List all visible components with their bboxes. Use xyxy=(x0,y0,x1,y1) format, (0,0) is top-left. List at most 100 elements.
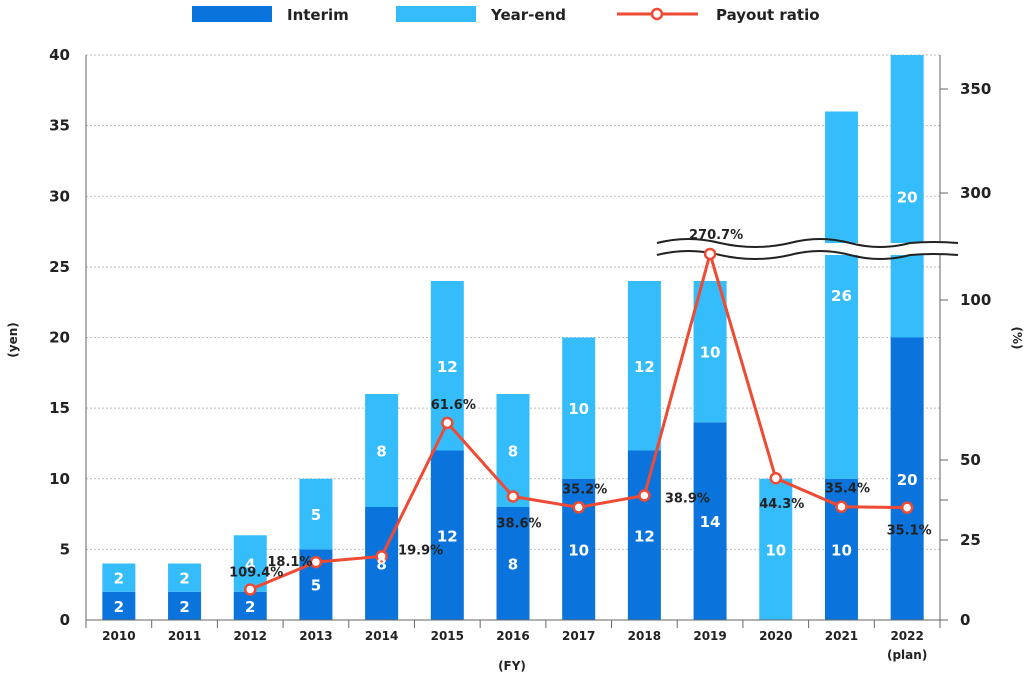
bar-label-year-end: 8 xyxy=(376,443,386,461)
bar-year-end xyxy=(627,281,661,451)
y2-tick-label: 100 xyxy=(960,291,991,309)
bar-label-interim: 10 xyxy=(831,541,852,559)
payout-ratio-point xyxy=(243,583,257,596)
payout-ratio-label: 109.4% xyxy=(229,565,283,580)
bar-year-end xyxy=(299,478,333,550)
x-tick-label: 2019 xyxy=(693,629,726,643)
payout-ratio-label: 61.6% xyxy=(431,398,476,413)
bar-label-year-end: 20 xyxy=(897,188,918,206)
bar-interim xyxy=(168,591,202,620)
bar-label-year-end: 5 xyxy=(311,506,321,524)
bar-label-interim: 2 xyxy=(245,598,255,616)
y-tick-label: 30 xyxy=(49,187,70,205)
bar-label-interim: 8 xyxy=(508,556,518,574)
bar-label-year-end: 4 xyxy=(245,556,255,574)
x-axis-label: (FY) xyxy=(498,659,526,673)
y-tick-label: 5 xyxy=(60,540,70,558)
bar-year-end xyxy=(365,394,399,507)
labels: 2 2 2 2 2 4 5 5 8 8 12 12 8 8 10 10 12 12 14 10 10 10 26 20 20 10… xyxy=(114,188,932,616)
y2-tick-label: 25 xyxy=(960,531,981,549)
x-tick-sublabel: (plan) xyxy=(887,648,927,662)
bar-label-year-end: 10 xyxy=(700,344,721,362)
legend-label-payout-ratio: Payout ratio xyxy=(716,6,820,24)
payout-ratio-point xyxy=(375,550,388,563)
payout-ratio-label: 38.6% xyxy=(496,516,541,531)
bar-year-end xyxy=(693,281,727,423)
y-tick-label: 20 xyxy=(49,329,70,347)
payout-ratio-point xyxy=(638,489,651,502)
payout-ratio-point xyxy=(900,501,914,514)
bar-label-interim: 20 xyxy=(897,471,918,489)
bar-year-end xyxy=(759,478,793,620)
axis-break-gap xyxy=(657,243,958,255)
payout-ratio-label: 19.9% xyxy=(398,543,443,558)
y2-tick-label: 350 xyxy=(960,80,991,98)
bar-label-interim: 8 xyxy=(376,556,386,574)
x-tick-label: 2018 xyxy=(628,629,661,643)
bar-label-interim: 2 xyxy=(114,598,124,616)
bar-interim xyxy=(365,507,399,620)
legend-label-year-end: Year-end xyxy=(490,6,566,24)
x-tick-label: 2014 xyxy=(365,629,398,643)
y2-tick-label: 300 xyxy=(960,184,991,202)
x-tick-label: 2013 xyxy=(299,629,332,643)
bar-interim xyxy=(496,507,530,620)
bar-year-end xyxy=(562,337,596,479)
payout-ratio-label: 35.4% xyxy=(825,482,870,497)
bar-year-end xyxy=(168,563,202,592)
y-tick-label: 10 xyxy=(49,470,70,488)
bar-year-end xyxy=(890,55,924,338)
legend-marker-payout-ratio xyxy=(650,7,664,21)
x-tick-label: 2020 xyxy=(759,629,792,643)
payout-ratio-label: 38.9% xyxy=(665,492,710,507)
bar-label-year-end: 10 xyxy=(765,541,786,559)
payout-ratio-line xyxy=(243,247,914,596)
legend: Interim Year-end Payout ratio xyxy=(192,6,820,24)
bar-year-end xyxy=(102,563,136,592)
payout-ratio-label: 18.1% xyxy=(267,555,312,570)
y2-tick-label: 50 xyxy=(960,451,981,469)
bar-interim xyxy=(233,591,267,620)
bar-label-interim: 12 xyxy=(634,527,655,545)
bar-year-end xyxy=(233,535,267,592)
bar-label-interim: 10 xyxy=(568,541,589,559)
y-tick-label: 35 xyxy=(49,117,70,135)
payout-ratio-point xyxy=(309,555,323,569)
bar-label-year-end: 10 xyxy=(568,400,589,418)
payout-ratio-point xyxy=(506,490,520,503)
y-axis-label: (yen) xyxy=(6,322,20,357)
payout-ratio-point xyxy=(769,471,783,485)
payout-ratio-point xyxy=(572,501,585,514)
payout-ratio-point xyxy=(441,416,454,430)
legend-swatch-year-end xyxy=(396,6,476,22)
y2-tick-label: 0 xyxy=(960,611,970,629)
bar-label-year-end: 26 xyxy=(831,287,852,305)
payout-ratio-label: 44.3% xyxy=(759,497,804,512)
bar-year-end xyxy=(824,111,858,479)
y-tick-label: 25 xyxy=(49,258,70,276)
y-tick-label: 40 xyxy=(49,46,70,64)
y2-axis-label: (%) xyxy=(1010,327,1024,350)
payout-ratio-label: 35.1% xyxy=(887,524,932,539)
x-tick-label: 2011 xyxy=(168,629,201,643)
bar-label-year-end: 8 xyxy=(508,443,518,461)
x-tick-label: 2016 xyxy=(496,629,529,643)
y-tick-label: 0 xyxy=(60,611,70,629)
bar-label-interim: 2 xyxy=(179,598,189,616)
payout-ratio-label: 270.7% xyxy=(689,228,743,243)
x-tick-label: 2015 xyxy=(431,629,464,643)
bar-year-end xyxy=(496,394,530,507)
legend-swatch-interim xyxy=(192,6,272,22)
bar-interim xyxy=(627,450,661,620)
bar-label-interim: 12 xyxy=(437,527,458,545)
y-tick-label: 15 xyxy=(49,399,70,417)
legend-label-interim: Interim xyxy=(287,6,349,24)
bars xyxy=(102,55,924,620)
bar-label-interim: 14 xyxy=(700,513,721,531)
axis-break-line xyxy=(656,238,959,248)
x-tick-label: 2022 xyxy=(890,629,923,643)
bar-label-year-end: 2 xyxy=(114,570,124,588)
bar-label-year-end: 12 xyxy=(634,358,655,376)
